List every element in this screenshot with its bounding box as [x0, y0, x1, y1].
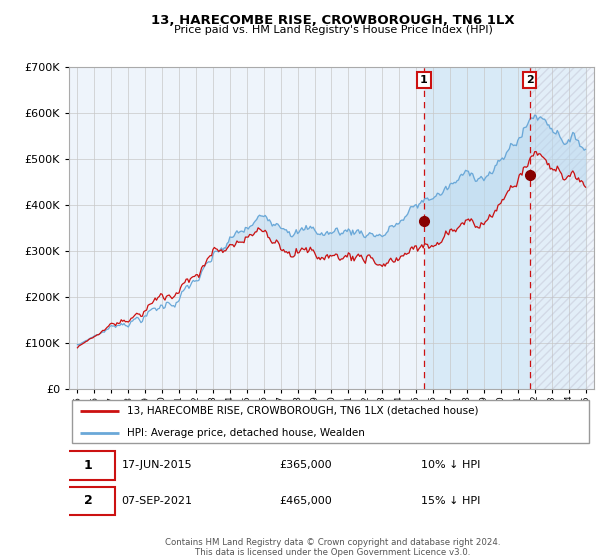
Text: 2: 2	[83, 494, 92, 507]
Text: £365,000: £365,000	[279, 460, 332, 470]
Text: Contains HM Land Registry data © Crown copyright and database right 2024.
This d: Contains HM Land Registry data © Crown c…	[165, 538, 501, 557]
Text: 15% ↓ HPI: 15% ↓ HPI	[421, 496, 480, 506]
Text: 13, HARECOMBE RISE, CROWBOROUGH, TN6 1LX (detached house): 13, HARECOMBE RISE, CROWBOROUGH, TN6 1LX…	[127, 406, 478, 416]
Text: 17-JUN-2015: 17-JUN-2015	[121, 460, 192, 470]
Text: 10% ↓ HPI: 10% ↓ HPI	[421, 460, 480, 470]
Text: Price paid vs. HM Land Registry's House Price Index (HPI): Price paid vs. HM Land Registry's House …	[173, 25, 493, 35]
Text: £465,000: £465,000	[279, 496, 332, 506]
Text: 1: 1	[420, 75, 428, 85]
FancyBboxPatch shape	[61, 487, 115, 515]
Text: HPI: Average price, detached house, Wealden: HPI: Average price, detached house, Weal…	[127, 428, 365, 438]
FancyBboxPatch shape	[71, 399, 589, 444]
Text: 1: 1	[83, 459, 92, 472]
Text: 07-SEP-2021: 07-SEP-2021	[121, 496, 193, 506]
FancyBboxPatch shape	[61, 451, 115, 479]
Bar	[530, 67, 594, 389]
Text: 13, HARECOMBE RISE, CROWBOROUGH, TN6 1LX: 13, HARECOMBE RISE, CROWBOROUGH, TN6 1LX	[151, 14, 515, 27]
Text: 2: 2	[526, 75, 533, 85]
